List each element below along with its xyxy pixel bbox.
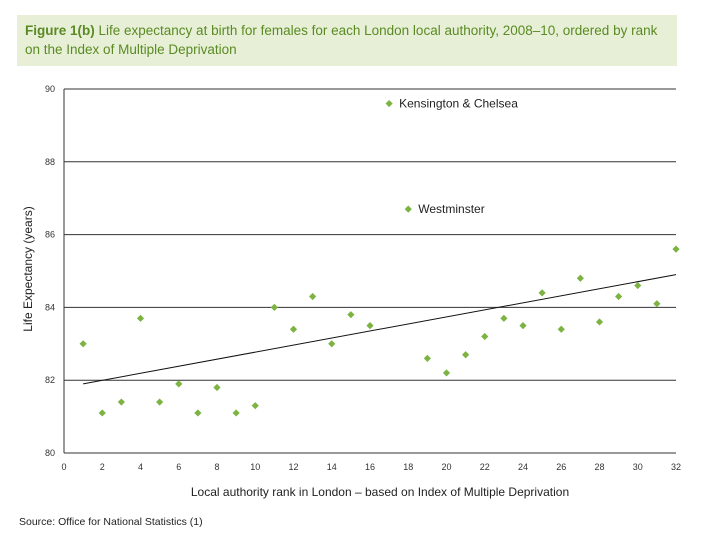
data-point xyxy=(289,325,298,333)
figure-number: Figure 1(b) xyxy=(25,23,95,38)
data-point xyxy=(576,274,584,282)
data-point xyxy=(98,409,106,417)
x-tick-label: 6 xyxy=(176,462,181,472)
x-tick-label: 22 xyxy=(480,462,490,472)
data-point xyxy=(309,292,317,301)
y-tick-label: 86 xyxy=(45,230,55,240)
data-point xyxy=(347,311,355,319)
data-point xyxy=(232,409,240,417)
x-tick-label: 30 xyxy=(633,462,643,472)
data-point xyxy=(595,318,604,326)
data-point xyxy=(156,398,164,406)
data-point xyxy=(615,292,623,301)
data-point xyxy=(653,300,661,308)
data-point xyxy=(500,314,508,322)
x-tick-label: 2 xyxy=(100,462,105,472)
data-point xyxy=(423,354,431,362)
y-axis-title: Life Expectancy (years) xyxy=(21,206,35,331)
data-point xyxy=(634,281,642,290)
data-point xyxy=(385,99,393,108)
x-tick-label: 16 xyxy=(365,462,375,472)
figure-caption: Life expectancy at birth for females for… xyxy=(25,23,658,57)
x-tick-label: 18 xyxy=(403,462,413,472)
x-tick-label: 14 xyxy=(327,462,337,472)
x-tick-label: 28 xyxy=(594,462,604,472)
x-tick-label: 10 xyxy=(250,462,260,472)
x-tick-label: 20 xyxy=(441,462,451,472)
figure-title: Figure 1(b) Life expectancy at birth for… xyxy=(25,21,669,59)
point-annotation: Westminster xyxy=(418,202,484,216)
y-tick-label: 84 xyxy=(45,302,55,312)
x-tick-label: 32 xyxy=(671,462,681,472)
data-point xyxy=(366,322,374,330)
x-tick-label: 8 xyxy=(214,462,219,472)
data-point xyxy=(328,340,336,348)
data-point xyxy=(672,245,680,253)
x-tick-label: 0 xyxy=(61,462,66,472)
x-axis-title: Local authority rank in London – based o… xyxy=(191,485,569,499)
data-point xyxy=(79,340,87,348)
y-tick-label: 90 xyxy=(45,84,55,94)
data-point xyxy=(519,322,527,330)
data-point xyxy=(442,369,451,377)
data-point xyxy=(175,380,183,388)
x-tick-label: 12 xyxy=(288,462,298,472)
data-point xyxy=(213,383,221,392)
data-point xyxy=(136,314,145,322)
y-tick-label: 82 xyxy=(45,375,55,385)
trend-line xyxy=(83,274,677,385)
y-tick-label: 88 xyxy=(45,157,55,167)
data-point xyxy=(117,398,125,406)
point-annotation: Kensington & Chelsea xyxy=(399,97,518,111)
data-point xyxy=(270,303,278,311)
data-point xyxy=(404,205,412,213)
x-tick-label: 24 xyxy=(518,462,528,472)
data-point xyxy=(481,332,489,341)
data-point xyxy=(462,351,470,359)
source-note: Source: Office for National Statistics (… xyxy=(19,516,203,528)
y-tick-label: 80 xyxy=(45,448,55,458)
data-point xyxy=(251,402,259,410)
data-point xyxy=(557,325,565,333)
data-point xyxy=(538,289,546,297)
data-point xyxy=(194,409,202,417)
figure-title-box: Figure 1(b) Life expectancy at birth for… xyxy=(17,15,677,66)
x-tick-label: 4 xyxy=(138,462,143,472)
x-tick-label: 26 xyxy=(556,462,566,472)
